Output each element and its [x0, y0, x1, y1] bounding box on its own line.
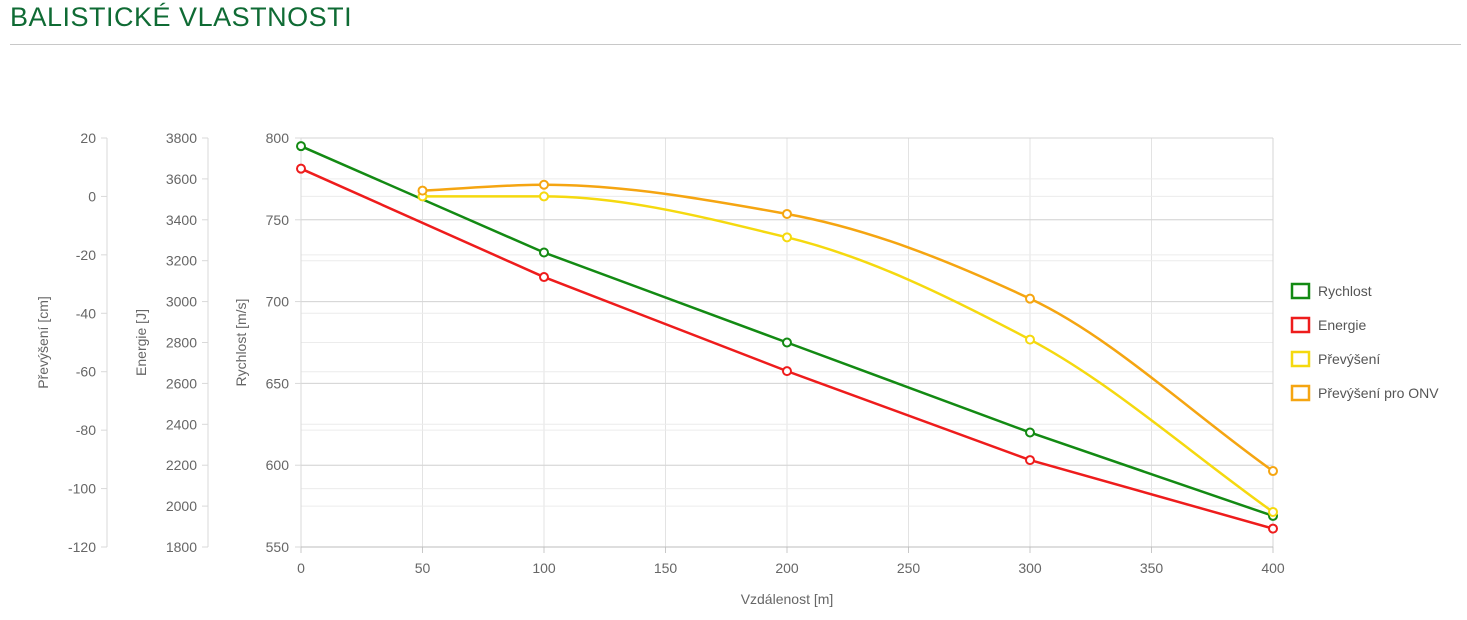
- drop-tick-label: 20: [80, 130, 96, 146]
- series-4-line: [422, 183, 1274, 473]
- energy-tick-label: 3800: [166, 130, 197, 146]
- drop-tick-label: -40: [76, 305, 96, 321]
- energy-axis-title: Energie [J]: [133, 309, 149, 376]
- legend-item[interactable]: Převýšení pro ONV: [1290, 384, 1439, 402]
- legend-label: Energie: [1318, 317, 1366, 333]
- legend-label: Rychlost: [1318, 283, 1372, 299]
- series: [296, 141, 1278, 534]
- series-4-point: [417, 185, 428, 196]
- x-tick-label: 150: [654, 560, 678, 576]
- velocity-tick-label: 750: [266, 212, 290, 228]
- energy-tick-label: 3400: [166, 212, 197, 228]
- energy-tick-label: 2400: [166, 416, 197, 432]
- drop-tick-label: -120: [68, 539, 96, 555]
- series-1-point: [782, 337, 792, 348]
- legend-swatch: [1290, 384, 1311, 402]
- series-3-point: [1268, 506, 1278, 517]
- drop-tick-label: 0: [88, 188, 96, 204]
- series-4-point: [782, 208, 792, 219]
- series-2-point: [1268, 523, 1278, 534]
- drop-axis-title: Převýšení [cm]: [35, 296, 51, 389]
- drop-tick-label: -60: [76, 364, 96, 380]
- energy-tick-label: 2600: [166, 375, 197, 391]
- series-2-point: [296, 163, 306, 174]
- velocity-tick-label: 800: [266, 130, 290, 146]
- x-tick-label: 100: [532, 560, 556, 576]
- series-4-point: [1025, 293, 1035, 304]
- energy-tick-label: 2200: [166, 457, 197, 473]
- velocity-tick-label: 550: [266, 539, 290, 555]
- legend: Rychlost Energie Převýšení Převýšení pro ON…: [1290, 282, 1439, 402]
- series-3-line: [422, 195, 1274, 513]
- energy-tick-label: 2000: [166, 498, 197, 514]
- series-3-point: [782, 232, 792, 243]
- legend-item[interactable]: Energie: [1290, 316, 1366, 334]
- series-2-point: [539, 272, 549, 283]
- x-tick-label: 200: [775, 560, 799, 576]
- series-3-point: [1025, 334, 1035, 345]
- series-4-point: [1268, 466, 1278, 477]
- velocity-axis-title: Rychlost [m/s]: [233, 299, 249, 387]
- series-2-point: [782, 366, 792, 377]
- x-tick-label: 0: [297, 560, 305, 576]
- title-divider: [10, 44, 1461, 45]
- x-tick-label: 50: [415, 560, 431, 576]
- legend-swatch: [1290, 282, 1311, 300]
- series-1-point: [539, 247, 549, 258]
- series-1-point: [296, 141, 306, 152]
- series-3-point: [539, 191, 549, 202]
- drop-tick-label: -80: [76, 422, 96, 438]
- x-tick-label: 400: [1261, 560, 1285, 576]
- legend-swatch: [1290, 350, 1311, 368]
- energy-tick-label: 3600: [166, 171, 197, 187]
- legend-swatch: [1290, 316, 1311, 334]
- energy-tick-label: 2800: [166, 335, 197, 351]
- energy-tick-label: 1800: [166, 539, 197, 555]
- drop-tick-label: -20: [76, 247, 96, 263]
- drop-tick-label: -100: [68, 481, 96, 497]
- velocity-tick-label: 700: [266, 294, 290, 310]
- velocity-tick-label: 600: [266, 457, 290, 473]
- axes: 0 50 100 150 200 250 300 350 400200-20-40-60-80-…: [35, 130, 1285, 607]
- series-1-point: [1025, 427, 1035, 438]
- page-title: BALISTICKÉ VLASTNOSTI: [10, 2, 353, 32]
- x-tick-label: 350: [1140, 560, 1164, 576]
- legend-label: Převýšení pro ONV: [1318, 385, 1439, 401]
- velocity-tick-label: 650: [266, 375, 290, 391]
- legend-label: Převýšení: [1318, 351, 1380, 367]
- x-axis-title: Vzdálenost [m]: [741, 591, 834, 607]
- series-2-point: [1025, 455, 1035, 466]
- legend-item[interactable]: Rychlost: [1290, 282, 1372, 300]
- x-tick-label: 250: [897, 560, 921, 576]
- energy-tick-label: 3000: [166, 294, 197, 310]
- series-4-point: [539, 179, 549, 190]
- legend-item[interactable]: Převýšení: [1290, 350, 1380, 368]
- energy-tick-label: 3200: [166, 253, 197, 269]
- x-tick-label: 300: [1018, 560, 1042, 576]
